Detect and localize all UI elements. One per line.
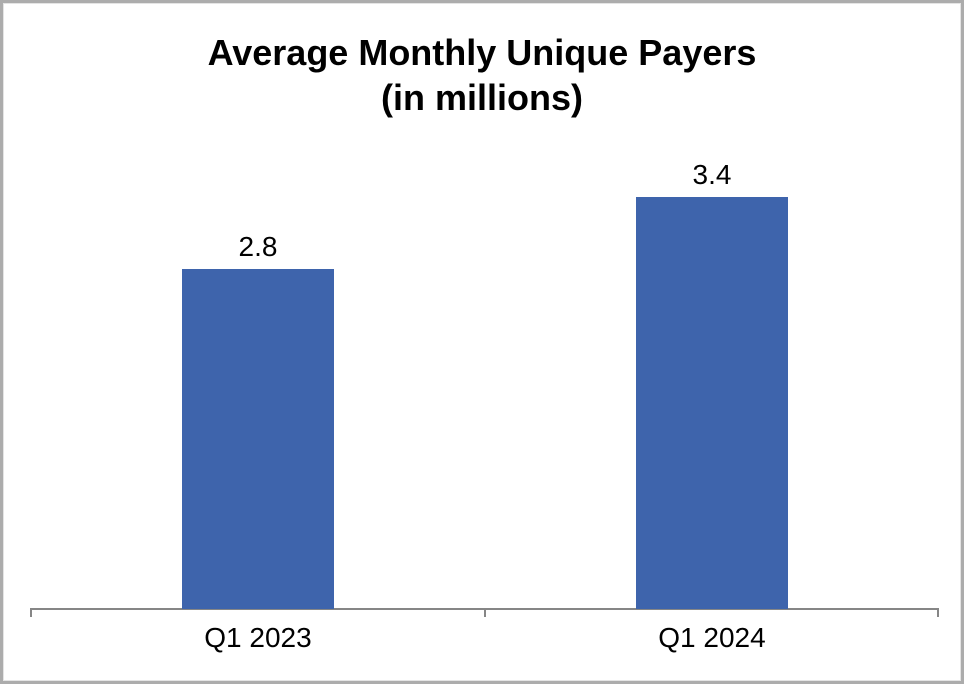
- x-axis-tick: [484, 608, 486, 617]
- x-axis-tick: [30, 608, 32, 617]
- x-axis-label: Q1 2023: [204, 622, 312, 653]
- bar: [182, 269, 334, 609]
- bar-value-label: 3.4: [692, 159, 732, 190]
- bar-value-label: 2.8: [238, 231, 278, 262]
- x-axis-label: Q1 2024: [658, 622, 766, 653]
- x-axis-tick: [937, 608, 939, 617]
- chart-title-line-2: (in millions): [381, 77, 583, 118]
- chart-title-line-1: Average Monthly Unique Payers: [207, 32, 757, 73]
- chart-title: Average Monthly Unique Payers (in millio…: [3, 30, 961, 120]
- bar: [636, 197, 788, 609]
- plot-area: 2.8 Q1 2023 3.4 Q1 2024: [3, 3, 961, 681]
